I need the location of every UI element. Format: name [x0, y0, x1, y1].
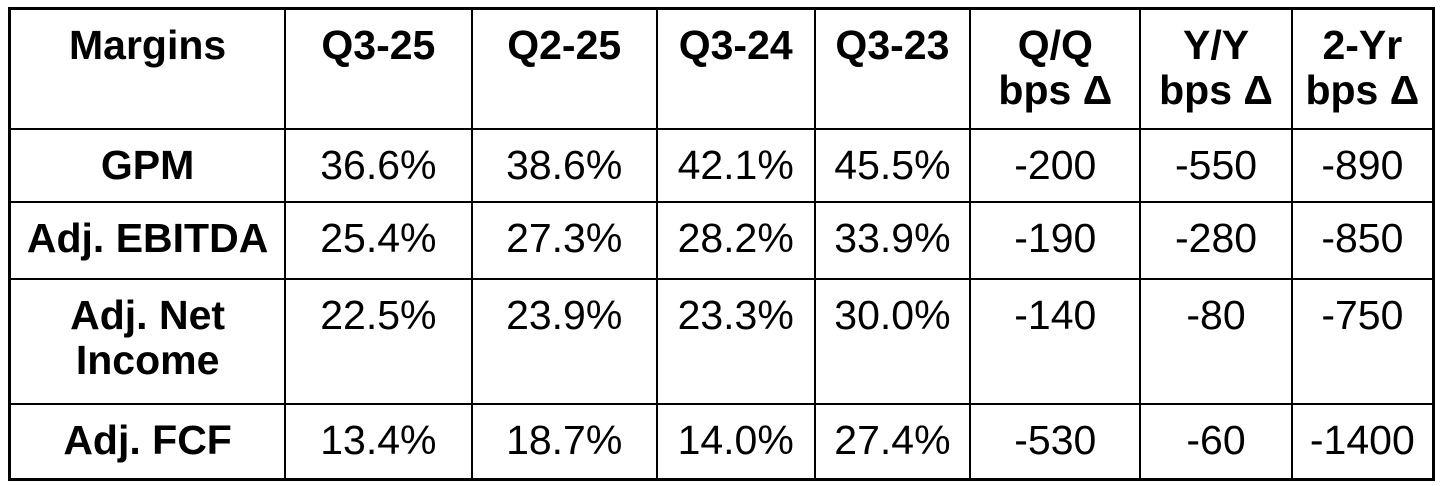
- table-row-gpm: GPM 36.6% 38.6% 42.1% 45.5% -200 -550 -8…: [8, 127, 1435, 203]
- cell-adj-ebitda-q2-25: 27.3%: [470, 200, 658, 280]
- header-q3-23: Q3-23: [813, 7, 972, 130]
- cell-adj-net-income-q2-25: 23.9%: [470, 277, 658, 405]
- table-row-adj-net-income: Adj. Net Income 22.5% 23.9% 23.3% 30.0% …: [8, 277, 1435, 405]
- row-label-gpm: GPM: [8, 127, 287, 203]
- header-q3-24: Q3-24: [655, 7, 816, 130]
- cell-adj-net-income-yy-bps: -80: [1139, 277, 1293, 405]
- cell-adj-fcf-q3-25: 13.4%: [284, 402, 473, 481]
- cell-adj-net-income-q3-25: 22.5%: [284, 277, 473, 405]
- cell-adj-net-income-qq-bps: -140: [969, 277, 1142, 405]
- cell-gpm-yy-bps: -550: [1139, 127, 1293, 203]
- cell-adj-fcf-q3-23: 27.4%: [813, 402, 972, 481]
- cell-gpm-q3-24: 42.1%: [655, 127, 816, 203]
- cell-gpm-2yr-bps: -890: [1290, 127, 1435, 203]
- cell-gpm-q3-23: 45.5%: [813, 127, 972, 203]
- row-label-adj-net-income: Adj. Net Income: [8, 277, 287, 405]
- row-label-adj-fcf: Adj. FCF: [8, 402, 287, 481]
- margins-table: Margins Q3-25 Q2-25 Q3-24 Q3-23 Q/Q bps …: [8, 7, 1435, 481]
- cell-gpm-q3-25: 36.6%: [284, 127, 473, 203]
- cell-adj-ebitda-2yr-bps: -850: [1290, 200, 1435, 280]
- header-q3-25: Q3-25: [284, 7, 473, 130]
- table-row-adj-fcf: Adj. FCF 13.4% 18.7% 14.0% 27.4% -530 -6…: [8, 402, 1435, 481]
- cell-adj-fcf-2yr-bps: -1400: [1290, 402, 1435, 481]
- cell-adj-ebitda-q3-24: 28.2%: [655, 200, 816, 280]
- cell-adj-ebitda-qq-bps: -190: [969, 200, 1142, 280]
- cell-adj-net-income-q3-24: 23.3%: [655, 277, 816, 405]
- cell-gpm-q2-25: 38.6%: [470, 127, 658, 203]
- cell-adj-fcf-qq-bps: -530: [969, 402, 1142, 481]
- table-row-adj-ebitda: Adj. EBITDA 25.4% 27.3% 28.2% 33.9% -190…: [8, 200, 1435, 280]
- header-row: Margins Q3-25 Q2-25 Q3-24 Q3-23 Q/Q bps …: [8, 7, 1435, 130]
- cell-gpm-qq-bps: -200: [969, 127, 1142, 203]
- cell-adj-net-income-2yr-bps: -750: [1290, 277, 1435, 405]
- cell-adj-ebitda-yy-bps: -280: [1139, 200, 1293, 280]
- cell-adj-fcf-yy-bps: -60: [1139, 402, 1293, 481]
- header-yy-bps-delta: Y/Y bps Δ: [1139, 7, 1293, 130]
- cell-adj-fcf-q3-24: 14.0%: [655, 402, 816, 481]
- header-q2-25: Q2-25: [470, 7, 658, 130]
- header-qq-bps-delta: Q/Q bps Δ: [969, 7, 1142, 130]
- cell-adj-net-income-q3-23: 30.0%: [813, 277, 972, 405]
- row-label-adj-ebitda: Adj. EBITDA: [8, 200, 287, 280]
- header-2yr-bps-delta: 2-Yr bps Δ: [1290, 7, 1435, 130]
- cell-adj-fcf-q2-25: 18.7%: [470, 402, 658, 481]
- header-margins: Margins: [8, 7, 287, 130]
- cell-adj-ebitda-q3-25: 25.4%: [284, 200, 473, 280]
- cell-adj-ebitda-q3-23: 33.9%: [813, 200, 972, 280]
